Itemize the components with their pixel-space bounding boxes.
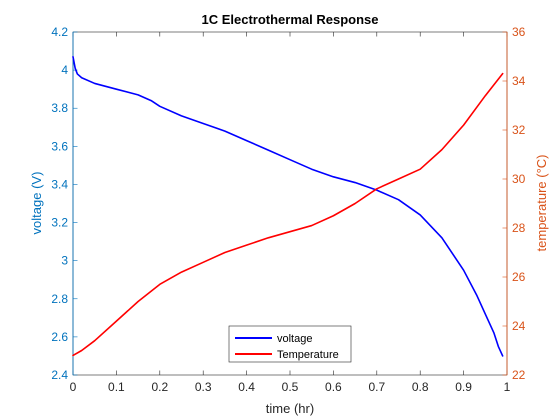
y-right-tick-label: 30 xyxy=(512,172,526,186)
y-right-tick-label: 26 xyxy=(512,270,526,284)
chart-title: 1C Electrothermal Response xyxy=(201,12,378,27)
y-left-tick-label: 4.2 xyxy=(51,25,68,39)
series-layer xyxy=(72,55,504,357)
x-tick-label: 0.2 xyxy=(151,380,168,394)
y-left-tick-label: 3 xyxy=(61,254,68,268)
x-tick-label: 0.7 xyxy=(368,380,385,394)
y-right-tick-label: 28 xyxy=(512,221,526,235)
y-left-tick-label: 2.6 xyxy=(51,330,68,344)
y-left-tick-label: 3.6 xyxy=(51,139,68,153)
y-axis-right: 22 24 26 28 30 32 34 36 xyxy=(502,25,526,382)
x-tick-label: 0.9 xyxy=(455,380,472,394)
x-tick-label: 0.5 xyxy=(282,380,299,394)
y-right-tick-label: 36 xyxy=(512,25,526,39)
x-axis: 0 0.1 0.2 0.3 0.4 0.5 0.6 0.7 0.8 0.9 1 xyxy=(70,32,511,394)
series-line-voltage xyxy=(72,55,504,357)
y-right-tick-label: 32 xyxy=(512,123,526,137)
y-left-tick-label: 4 xyxy=(61,63,68,77)
y-left-tick-label: 2.4 xyxy=(51,368,68,382)
x-tick-label: 1 xyxy=(504,380,511,394)
x-tick-label: 0.8 xyxy=(412,380,429,394)
y-right-tick-label: 22 xyxy=(512,368,526,382)
legend-box xyxy=(228,325,352,363)
y-left-tick-label: 2.8 xyxy=(51,292,68,306)
x-tick-label: 0 xyxy=(70,380,77,394)
x-tick-label: 0.1 xyxy=(108,380,125,394)
legend: voltage Temperature xyxy=(228,325,352,363)
plot-area xyxy=(72,31,508,376)
y-axis-right-title: temperature (°C) xyxy=(534,155,549,252)
legend-temperature-label: Temperature xyxy=(277,349,339,361)
y-left-tick-label: 3.8 xyxy=(51,101,68,115)
x-tick-label: 0.6 xyxy=(325,380,342,394)
y-axis-left: 2.4 2.6 2.8 3 3.2 3.4 3.6 3.8 4 4.2 xyxy=(51,25,78,382)
y-axis-left-title: voltage (V) xyxy=(29,172,44,235)
x-axis-title: time (hr) xyxy=(266,401,314,416)
series-line-temperature xyxy=(72,72,504,357)
x-tick-label: 0.4 xyxy=(238,380,255,394)
x-tick-label: 0.3 xyxy=(195,380,212,394)
y-right-tick-label: 34 xyxy=(512,74,526,88)
y-right-tick-label: 24 xyxy=(512,319,526,333)
legend-voltage-label: voltage xyxy=(277,333,312,345)
y-left-tick-label: 3.4 xyxy=(51,177,68,191)
y-left-tick-label: 3.2 xyxy=(51,216,68,230)
